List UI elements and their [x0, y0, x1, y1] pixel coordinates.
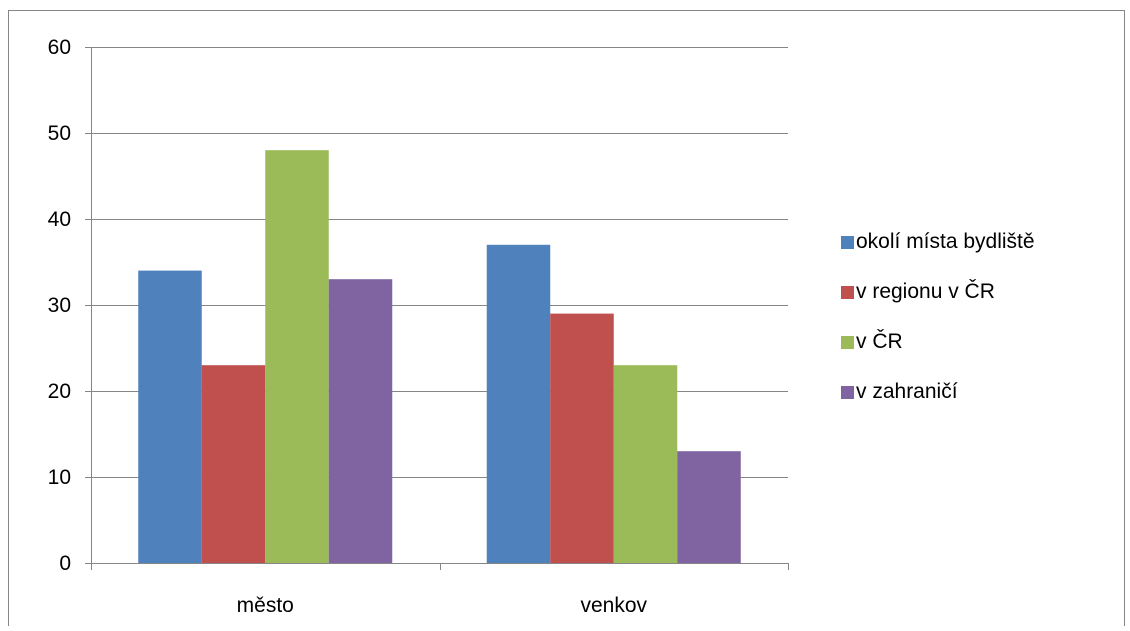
- legend-swatch: [841, 336, 854, 349]
- legend-swatch: [841, 286, 854, 299]
- chart-frame: 0 10 20 30 40 50 60 město venkov okolí místa byd…: [8, 0, 1128, 631]
- y-tick-label: 20: [48, 380, 71, 403]
- bar-0-3: [328, 279, 393, 563]
- y-tick-label: 40: [48, 208, 71, 231]
- y-tick-label: 10: [48, 466, 71, 489]
- bars: [138, 150, 741, 564]
- legend-swatch: [841, 386, 854, 399]
- bar-chart: 0 10 20 30 40 50 60 město venkov okolí místa byd…: [8, 10, 1125, 631]
- legend-label: v regionu v ČR: [856, 280, 995, 303]
- x-category-label: město: [237, 594, 294, 617]
- legend-label: v zahraničí: [856, 380, 958, 403]
- y-tick-label: 50: [48, 122, 71, 145]
- bar-1-2: [613, 365, 678, 563]
- legend-label: okolí místa bydliště: [856, 230, 1035, 253]
- legend-swatch: [841, 236, 854, 249]
- y-tick-label: 60: [48, 36, 71, 59]
- bar-0-0: [138, 270, 202, 563]
- legend-label: v ČR: [856, 330, 903, 353]
- bar-0-1: [201, 365, 266, 563]
- bar-1-3: [677, 451, 741, 563]
- x-category-label: venkov: [580, 594, 647, 617]
- y-tick-label: 0: [59, 552, 71, 575]
- bar-0-2: [265, 150, 329, 563]
- bar-1-1: [550, 313, 614, 563]
- axes: 0 10 20 30 40 50 60 město venkov: [48, 36, 789, 617]
- y-tick-label: 30: [48, 294, 71, 317]
- bar-1-0: [486, 244, 551, 564]
- legend: okolí místa bydliště v regionu v ČR v ČR v …: [841, 230, 1035, 403]
